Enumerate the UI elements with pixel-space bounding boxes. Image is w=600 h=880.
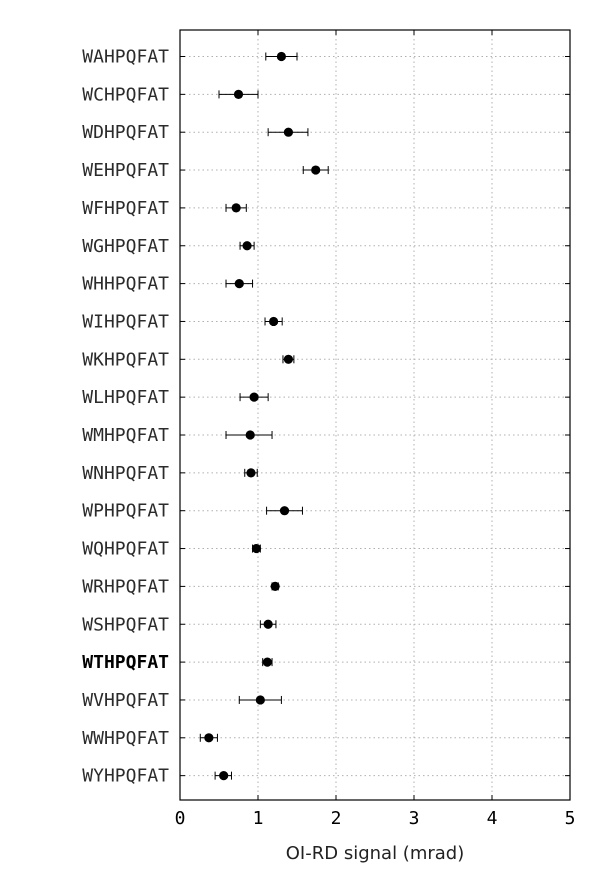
category-label: WVHPQFAT xyxy=(82,690,169,711)
category-label: WYHPQFAT xyxy=(82,766,169,787)
category-label: WEHPQFAT xyxy=(82,160,169,181)
category-label: WHHPQFAT xyxy=(82,274,169,295)
data-point xyxy=(249,392,259,402)
x-tick-label: 5 xyxy=(565,808,576,829)
x-tick-label: 1 xyxy=(253,808,264,829)
data-points xyxy=(204,51,321,781)
data-point xyxy=(234,279,244,289)
category-label: WLHPQFAT xyxy=(82,387,169,408)
data-point xyxy=(276,51,286,62)
x-tick-label: 0 xyxy=(175,808,186,829)
category-label: WCHPQFAT xyxy=(82,84,169,105)
category-label: WSHPQFAT xyxy=(82,614,169,635)
data-point xyxy=(219,771,229,781)
data-point xyxy=(242,241,252,251)
x-axis-title: OI-RD signal (mrad) xyxy=(286,843,464,864)
data-point xyxy=(283,127,294,137)
data-point xyxy=(311,165,321,175)
category-label: WDHPQFAT xyxy=(82,122,169,143)
category-label: WWHPQFAT xyxy=(82,728,169,749)
category-labels: WAHPQFAT WCHPQFAT WDHPQFAT WEHPQFAT WFHPQFAT… xyxy=(82,47,169,787)
x-tick-label: 3 xyxy=(409,808,420,829)
data-point xyxy=(251,543,262,554)
data-point xyxy=(245,430,255,440)
data-point xyxy=(255,695,265,705)
category-label: WKHPQFAT xyxy=(82,349,169,370)
data-point xyxy=(283,354,294,364)
category-label: WFHPQFAT xyxy=(82,198,169,219)
category-label: WQHPQFAT xyxy=(82,539,169,560)
category-label: WMHPQFAT xyxy=(82,425,169,446)
plot-frame xyxy=(179,29,571,801)
category-label: WRHPQFAT xyxy=(82,576,169,597)
category-label: WTHPQFAT xyxy=(82,652,169,673)
category-label: WPHPQFAT xyxy=(82,501,169,522)
category-label: WGHPQFAT xyxy=(82,236,169,257)
data-point xyxy=(233,89,244,99)
data-point xyxy=(279,506,290,516)
data-point xyxy=(231,203,241,213)
error-bars xyxy=(199,52,329,780)
data-point xyxy=(269,316,279,327)
category-label: WAHPQFAT xyxy=(82,47,169,68)
x-tick-label: 2 xyxy=(331,808,342,829)
data-point xyxy=(262,657,272,667)
x-ticks: 0 1 2 3 4 5 xyxy=(175,30,576,829)
grid xyxy=(180,30,570,800)
category-label: WNHPQFAT xyxy=(82,463,169,484)
x-tick-label: 4 xyxy=(487,808,498,829)
category-label: WIHPQFAT xyxy=(82,311,169,332)
data-point xyxy=(263,619,273,629)
data-point xyxy=(270,581,280,592)
data-point xyxy=(204,733,214,743)
data-point xyxy=(246,468,256,478)
